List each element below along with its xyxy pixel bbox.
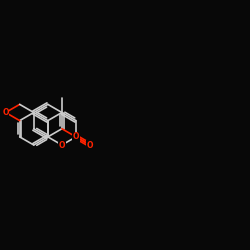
Text: O: O <box>73 132 79 141</box>
Text: O: O <box>87 140 93 149</box>
Text: O: O <box>2 108 9 117</box>
Text: O: O <box>59 140 65 149</box>
